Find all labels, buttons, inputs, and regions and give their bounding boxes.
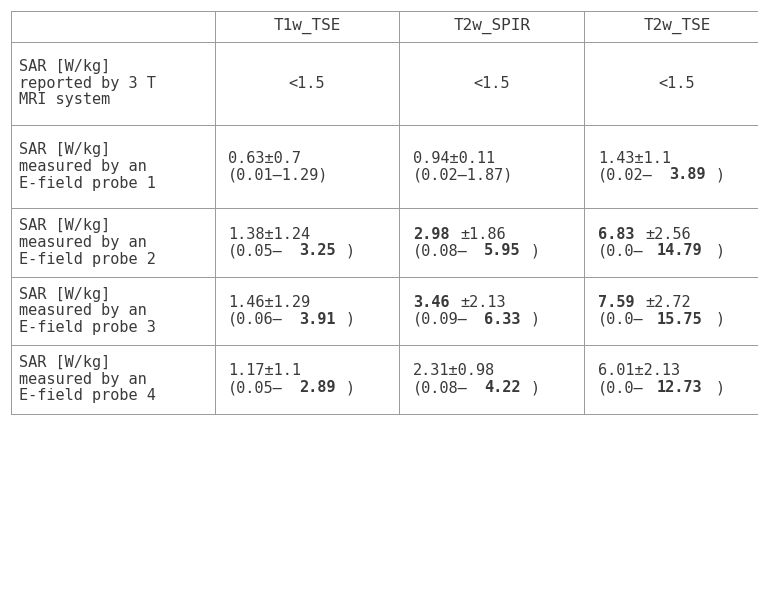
- Text: 1.38±1.24: 1.38±1.24: [228, 227, 310, 242]
- Text: (0.08–: (0.08–: [413, 243, 468, 258]
- Text: (0.02–1.87): (0.02–1.87): [413, 167, 513, 183]
- Text: 6.01±2.13: 6.01±2.13: [598, 364, 680, 378]
- Text: measured by an: measured by an: [19, 372, 147, 387]
- Text: measured by an: measured by an: [19, 235, 147, 250]
- Text: ): ): [531, 243, 540, 258]
- Text: 1.17±1.1: 1.17±1.1: [228, 364, 301, 378]
- Text: E-field probe 3: E-field probe 3: [19, 320, 156, 335]
- Text: ): ): [716, 312, 725, 327]
- Text: 2.31±0.98: 2.31±0.98: [413, 364, 495, 378]
- Text: (0.0–: (0.0–: [598, 312, 644, 327]
- Text: 4.22: 4.22: [484, 380, 520, 395]
- Text: reported by 3 T: reported by 3 T: [19, 76, 156, 91]
- Text: 6.33: 6.33: [484, 312, 520, 327]
- Text: 2.98: 2.98: [413, 227, 449, 242]
- Text: <1.5: <1.5: [474, 76, 510, 91]
- Text: ): ): [346, 312, 355, 327]
- Text: T1w_TSE: T1w_TSE: [274, 18, 340, 35]
- Text: 12.73: 12.73: [657, 380, 703, 395]
- Text: SAR [W/kg]: SAR [W/kg]: [19, 218, 110, 233]
- Text: 3.89: 3.89: [669, 167, 705, 183]
- Text: ±2.56: ±2.56: [645, 227, 691, 242]
- Text: (0.08–: (0.08–: [413, 380, 468, 395]
- Text: ±2.13: ±2.13: [460, 295, 506, 310]
- Text: (0.0–: (0.0–: [598, 243, 644, 258]
- Text: SAR [W/kg]: SAR [W/kg]: [19, 355, 110, 370]
- Text: ): ): [531, 312, 540, 327]
- Text: E-field probe 4: E-field probe 4: [19, 389, 156, 403]
- Text: 6.83: 6.83: [598, 227, 634, 242]
- Text: measured by an: measured by an: [19, 159, 147, 174]
- Text: (0.05–: (0.05–: [228, 380, 283, 395]
- Text: (0.09–: (0.09–: [413, 312, 468, 327]
- Text: SAR [W/kg]: SAR [W/kg]: [19, 142, 110, 158]
- Text: 14.79: 14.79: [657, 243, 703, 258]
- Text: ): ): [531, 380, 540, 395]
- Text: <1.5: <1.5: [289, 76, 325, 91]
- Text: 15.75: 15.75: [657, 312, 703, 327]
- Text: T2w_SPIR: T2w_SPIR: [453, 18, 531, 35]
- Text: T2w_TSE: T2w_TSE: [644, 18, 710, 35]
- Text: (0.01–1.29): (0.01–1.29): [228, 167, 328, 183]
- Text: 3.91: 3.91: [299, 312, 335, 327]
- Text: SAR [W/kg]: SAR [W/kg]: [19, 59, 110, 74]
- Text: 1.46±1.29: 1.46±1.29: [228, 295, 310, 310]
- Text: (0.0–: (0.0–: [598, 380, 644, 395]
- Text: (0.02–: (0.02–: [598, 167, 653, 183]
- Text: E-field probe 1: E-field probe 1: [19, 176, 156, 191]
- Text: ): ): [716, 167, 725, 183]
- Text: MRI system: MRI system: [19, 92, 110, 108]
- Text: 3.25: 3.25: [299, 243, 335, 258]
- Text: ±2.72: ±2.72: [645, 295, 691, 310]
- Text: 2.89: 2.89: [299, 380, 335, 395]
- Text: <1.5: <1.5: [659, 76, 695, 91]
- Text: 0.94±0.11: 0.94±0.11: [413, 151, 495, 166]
- Text: ): ): [346, 243, 355, 258]
- Text: (0.06–: (0.06–: [228, 312, 283, 327]
- Text: ): ): [346, 380, 355, 395]
- Text: 7.59: 7.59: [598, 295, 634, 310]
- Text: ±1.86: ±1.86: [460, 227, 506, 242]
- Text: E-field probe 2: E-field probe 2: [19, 252, 156, 267]
- Text: (0.05–: (0.05–: [228, 243, 283, 258]
- Text: ): ): [716, 243, 725, 258]
- Text: ): ): [716, 380, 725, 395]
- Text: 5.95: 5.95: [484, 243, 520, 258]
- Text: 3.46: 3.46: [413, 295, 449, 310]
- Text: measured by an: measured by an: [19, 303, 147, 318]
- Text: 0.63±0.7: 0.63±0.7: [228, 151, 301, 166]
- Text: 1.43±1.1: 1.43±1.1: [598, 151, 671, 166]
- Text: SAR [W/kg]: SAR [W/kg]: [19, 287, 110, 302]
